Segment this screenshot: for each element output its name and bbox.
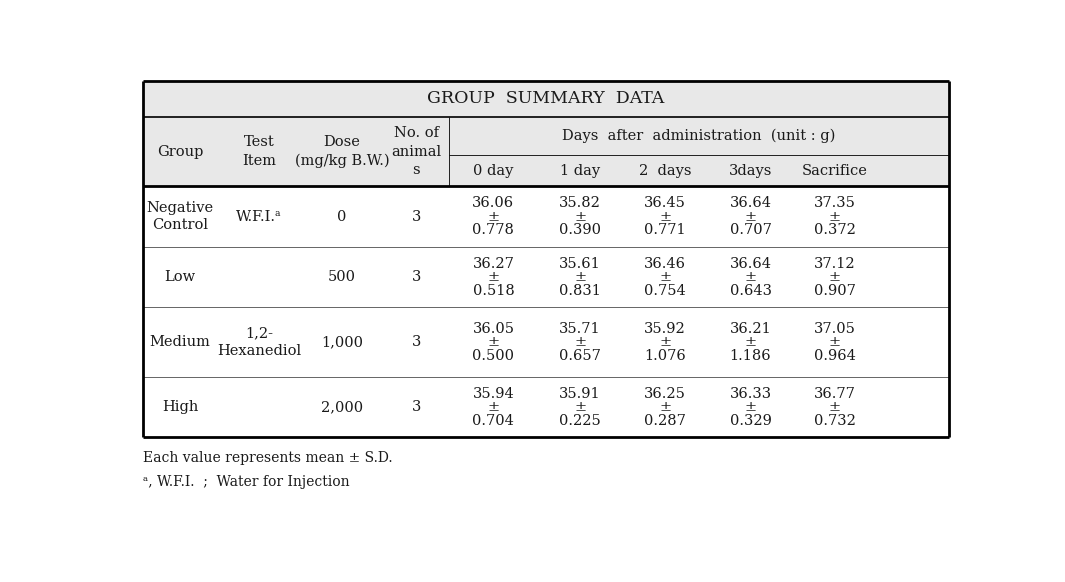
Text: Days  after  administration  (unit : g): Days after administration (unit : g): [562, 129, 836, 143]
Text: 36.27: 36.27: [473, 257, 514, 271]
Text: 35.92: 35.92: [644, 322, 686, 336]
Text: 37.12: 37.12: [814, 257, 855, 271]
Text: 3: 3: [411, 210, 421, 223]
Text: 0.771: 0.771: [644, 223, 686, 237]
Text: ±: ±: [829, 335, 840, 349]
Text: 1 day: 1 day: [560, 164, 601, 178]
Text: 0.225: 0.225: [559, 413, 601, 428]
Text: 2  days: 2 days: [639, 164, 691, 178]
Text: 36.05: 36.05: [473, 322, 514, 336]
Text: 0.390: 0.390: [559, 223, 601, 237]
Text: ±: ±: [488, 210, 499, 223]
Text: 35.91: 35.91: [559, 386, 601, 400]
Text: ±: ±: [829, 210, 840, 223]
Text: ±: ±: [574, 400, 586, 414]
Text: GROUP  SUMMARY  DATA: GROUP SUMMARY DATA: [427, 90, 665, 108]
Text: 36.64: 36.64: [730, 257, 771, 271]
Text: W.F.I.ᵃ: W.F.I.ᵃ: [236, 210, 282, 223]
Text: 1.076: 1.076: [644, 349, 686, 363]
Text: 36.25: 36.25: [644, 386, 686, 400]
Text: 35.94: 35.94: [473, 386, 514, 400]
Text: 37.05: 37.05: [814, 322, 855, 336]
Text: 37.35: 37.35: [814, 196, 855, 210]
Text: 36.33: 36.33: [730, 386, 771, 400]
Text: 36.46: 36.46: [644, 257, 686, 271]
Text: 0: 0: [338, 210, 346, 223]
Text: Low: Low: [165, 270, 196, 284]
Text: ±: ±: [744, 210, 756, 223]
Text: Sacrifice: Sacrifice: [802, 164, 868, 178]
Text: ±: ±: [659, 335, 671, 349]
Text: ±: ±: [744, 270, 756, 284]
Text: 0.704: 0.704: [473, 413, 514, 428]
Text: 0.500: 0.500: [473, 349, 514, 363]
Text: 35.71: 35.71: [559, 322, 601, 336]
Text: ±: ±: [659, 210, 671, 223]
Text: Each value represents mean ± S.D.: Each value represents mean ± S.D.: [143, 450, 393, 465]
Text: 1.186: 1.186: [730, 349, 771, 363]
Text: ±: ±: [574, 270, 586, 284]
Text: Negative
Control: Negative Control: [147, 201, 214, 232]
Text: 36.06: 36.06: [473, 196, 514, 210]
Text: 0.732: 0.732: [814, 413, 855, 428]
Text: 0.707: 0.707: [730, 223, 771, 237]
Text: 0.754: 0.754: [644, 283, 686, 297]
Text: Group: Group: [157, 144, 203, 159]
Text: 3days: 3days: [728, 164, 772, 178]
Text: ±: ±: [488, 335, 499, 349]
Text: 36.64: 36.64: [730, 196, 771, 210]
Text: 0.329: 0.329: [730, 413, 771, 428]
Text: 3: 3: [411, 400, 421, 414]
Text: 35.61: 35.61: [559, 257, 601, 271]
Text: ±: ±: [829, 400, 840, 414]
Text: ±: ±: [488, 400, 499, 414]
Text: 0.372: 0.372: [814, 223, 855, 237]
Text: ±: ±: [659, 400, 671, 414]
Text: 500: 500: [328, 270, 356, 284]
Text: ᵃ, W.F.I.  ;  Water for Injection: ᵃ, W.F.I. ; Water for Injection: [143, 475, 349, 489]
Text: ±: ±: [744, 335, 756, 349]
Text: Test
Item: Test Item: [242, 136, 276, 168]
Text: High: High: [162, 400, 198, 414]
Text: 36.77: 36.77: [814, 386, 855, 400]
Text: 0.778: 0.778: [473, 223, 514, 237]
Bar: [143, 155, 949, 186]
Text: 1,2-
Hexanediol: 1,2- Hexanediol: [217, 327, 301, 358]
Bar: [143, 81, 949, 117]
Text: 3: 3: [411, 270, 421, 284]
Text: No. of
animal
s: No. of animal s: [391, 126, 441, 177]
Text: ±: ±: [744, 400, 756, 414]
Text: 0.831: 0.831: [559, 283, 601, 297]
Text: ±: ±: [574, 335, 586, 349]
Text: 2,000: 2,000: [321, 400, 363, 414]
Text: Medium: Medium: [150, 335, 211, 349]
Text: Dose
(mg/kg B.W.): Dose (mg/kg B.W.): [295, 135, 389, 168]
Text: 36.45: 36.45: [644, 196, 686, 210]
Bar: [143, 117, 949, 155]
Text: 3: 3: [411, 335, 421, 349]
Text: 0.287: 0.287: [644, 413, 686, 428]
Text: ±: ±: [488, 270, 499, 284]
Text: 35.82: 35.82: [559, 196, 601, 210]
Text: 0.964: 0.964: [814, 349, 855, 363]
Text: ±: ±: [574, 210, 586, 223]
Text: 0.907: 0.907: [814, 283, 855, 297]
Text: 0.518: 0.518: [473, 283, 514, 297]
Text: 0 day: 0 day: [473, 164, 513, 178]
Text: 0.657: 0.657: [559, 349, 601, 363]
Text: ±: ±: [659, 270, 671, 284]
Text: 0.643: 0.643: [730, 283, 771, 297]
Text: 1,000: 1,000: [321, 335, 363, 349]
Text: ±: ±: [829, 270, 840, 284]
Text: 36.21: 36.21: [730, 322, 771, 336]
